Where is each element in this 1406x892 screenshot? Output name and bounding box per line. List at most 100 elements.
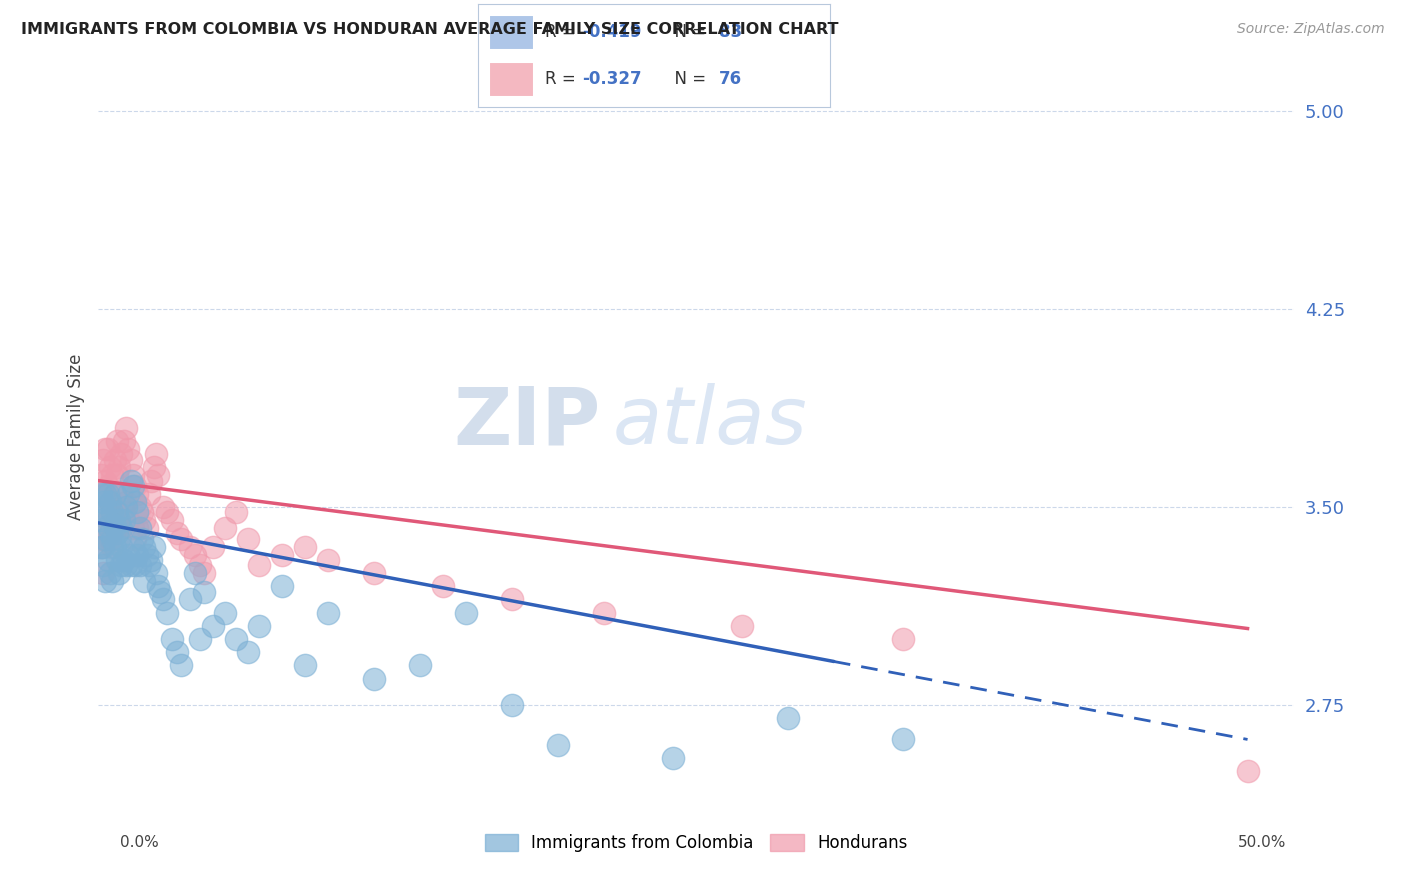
Point (170, 532, 193, 546)
Point (120, 474, 142, 488)
Point (90, 513, 112, 527)
Point (214, 606, 236, 620)
Point (101, 505, 124, 519)
Point (127, 487, 149, 501)
Point (101, 540, 124, 554)
Point (409, 658, 432, 673)
Text: 76: 76 (718, 70, 742, 88)
Point (97, 487, 120, 501)
Point (363, 672, 385, 686)
Point (122, 540, 145, 554)
Text: -0.327: -0.327 (582, 70, 641, 88)
Point (214, 521, 236, 535)
Point (94, 574, 117, 588)
Point (91, 566, 114, 580)
Point (110, 540, 132, 554)
Point (131, 532, 153, 546)
Point (98, 460, 121, 475)
Point (110, 521, 132, 535)
Point (193, 584, 215, 599)
Point (135, 521, 157, 535)
Point (105, 553, 128, 567)
Point (90, 468, 112, 483)
Point (662, 751, 685, 765)
Point (117, 548, 139, 562)
Point (131, 505, 153, 519)
Point (90, 540, 112, 554)
Point (124, 532, 146, 546)
Point (105, 526, 128, 541)
Point (156, 505, 179, 519)
Point (138, 487, 160, 501)
Text: IMMIGRANTS FROM COLOMBIA VS HONDURAN AVERAGE FAMILY SIZE CORRELATION CHART: IMMIGRANTS FROM COLOMBIA VS HONDURAN AVE… (21, 22, 838, 37)
Point (128, 500, 150, 514)
Point (128, 558, 150, 573)
Point (122, 521, 145, 535)
Point (103, 487, 125, 501)
Point (188, 558, 211, 573)
Point (127, 505, 149, 519)
Point (117, 442, 139, 456)
Point (122, 479, 145, 493)
Point (94, 442, 117, 456)
Point (91, 452, 114, 467)
Point (120, 558, 142, 573)
Point (98, 495, 121, 509)
Point (294, 658, 316, 673)
Point (124, 558, 146, 573)
Point (501, 592, 523, 607)
Point (271, 548, 294, 562)
Point (145, 447, 167, 461)
Bar (489, 14, 534, 50)
Point (103, 518, 125, 533)
Point (117, 487, 139, 501)
Point (90, 505, 112, 519)
Point (91, 487, 114, 501)
Point (148, 468, 170, 483)
Legend: Immigrants from Colombia, Hondurans: Immigrants from Colombia, Hondurans (477, 825, 915, 860)
Point (98, 566, 121, 580)
Point (108, 513, 131, 527)
Point (127, 548, 149, 562)
Point (141, 553, 163, 567)
Point (160, 513, 183, 527)
Point (103, 487, 125, 501)
Point (225, 505, 247, 519)
Point (97, 553, 120, 567)
Point (91, 558, 114, 573)
Point (316, 606, 339, 620)
Point (101, 532, 124, 546)
Point (316, 553, 339, 567)
Point (122, 468, 145, 483)
Point (1236, 764, 1258, 778)
Point (101, 468, 124, 483)
Bar (489, 62, 534, 96)
Point (112, 434, 135, 448)
Point (115, 421, 138, 435)
Point (97, 513, 120, 527)
Point (91, 505, 114, 519)
Point (363, 566, 385, 580)
Point (891, 732, 914, 747)
Point (110, 521, 132, 535)
Point (110, 558, 132, 573)
Point (134, 513, 156, 527)
Point (294, 540, 316, 554)
Text: 0.0%: 0.0% (120, 836, 159, 850)
Text: R =: R = (546, 23, 581, 41)
Point (105, 505, 128, 519)
Text: N =: N = (665, 70, 711, 88)
Point (271, 579, 294, 593)
Point (891, 632, 914, 646)
Point (112, 505, 135, 519)
Point (128, 521, 150, 535)
Point (776, 711, 799, 725)
Point (108, 460, 131, 475)
Point (124, 479, 146, 493)
Point (110, 487, 132, 501)
Point (103, 540, 125, 554)
Point (193, 566, 215, 580)
Point (236, 645, 259, 659)
Point (97, 518, 120, 533)
Point (184, 566, 207, 580)
